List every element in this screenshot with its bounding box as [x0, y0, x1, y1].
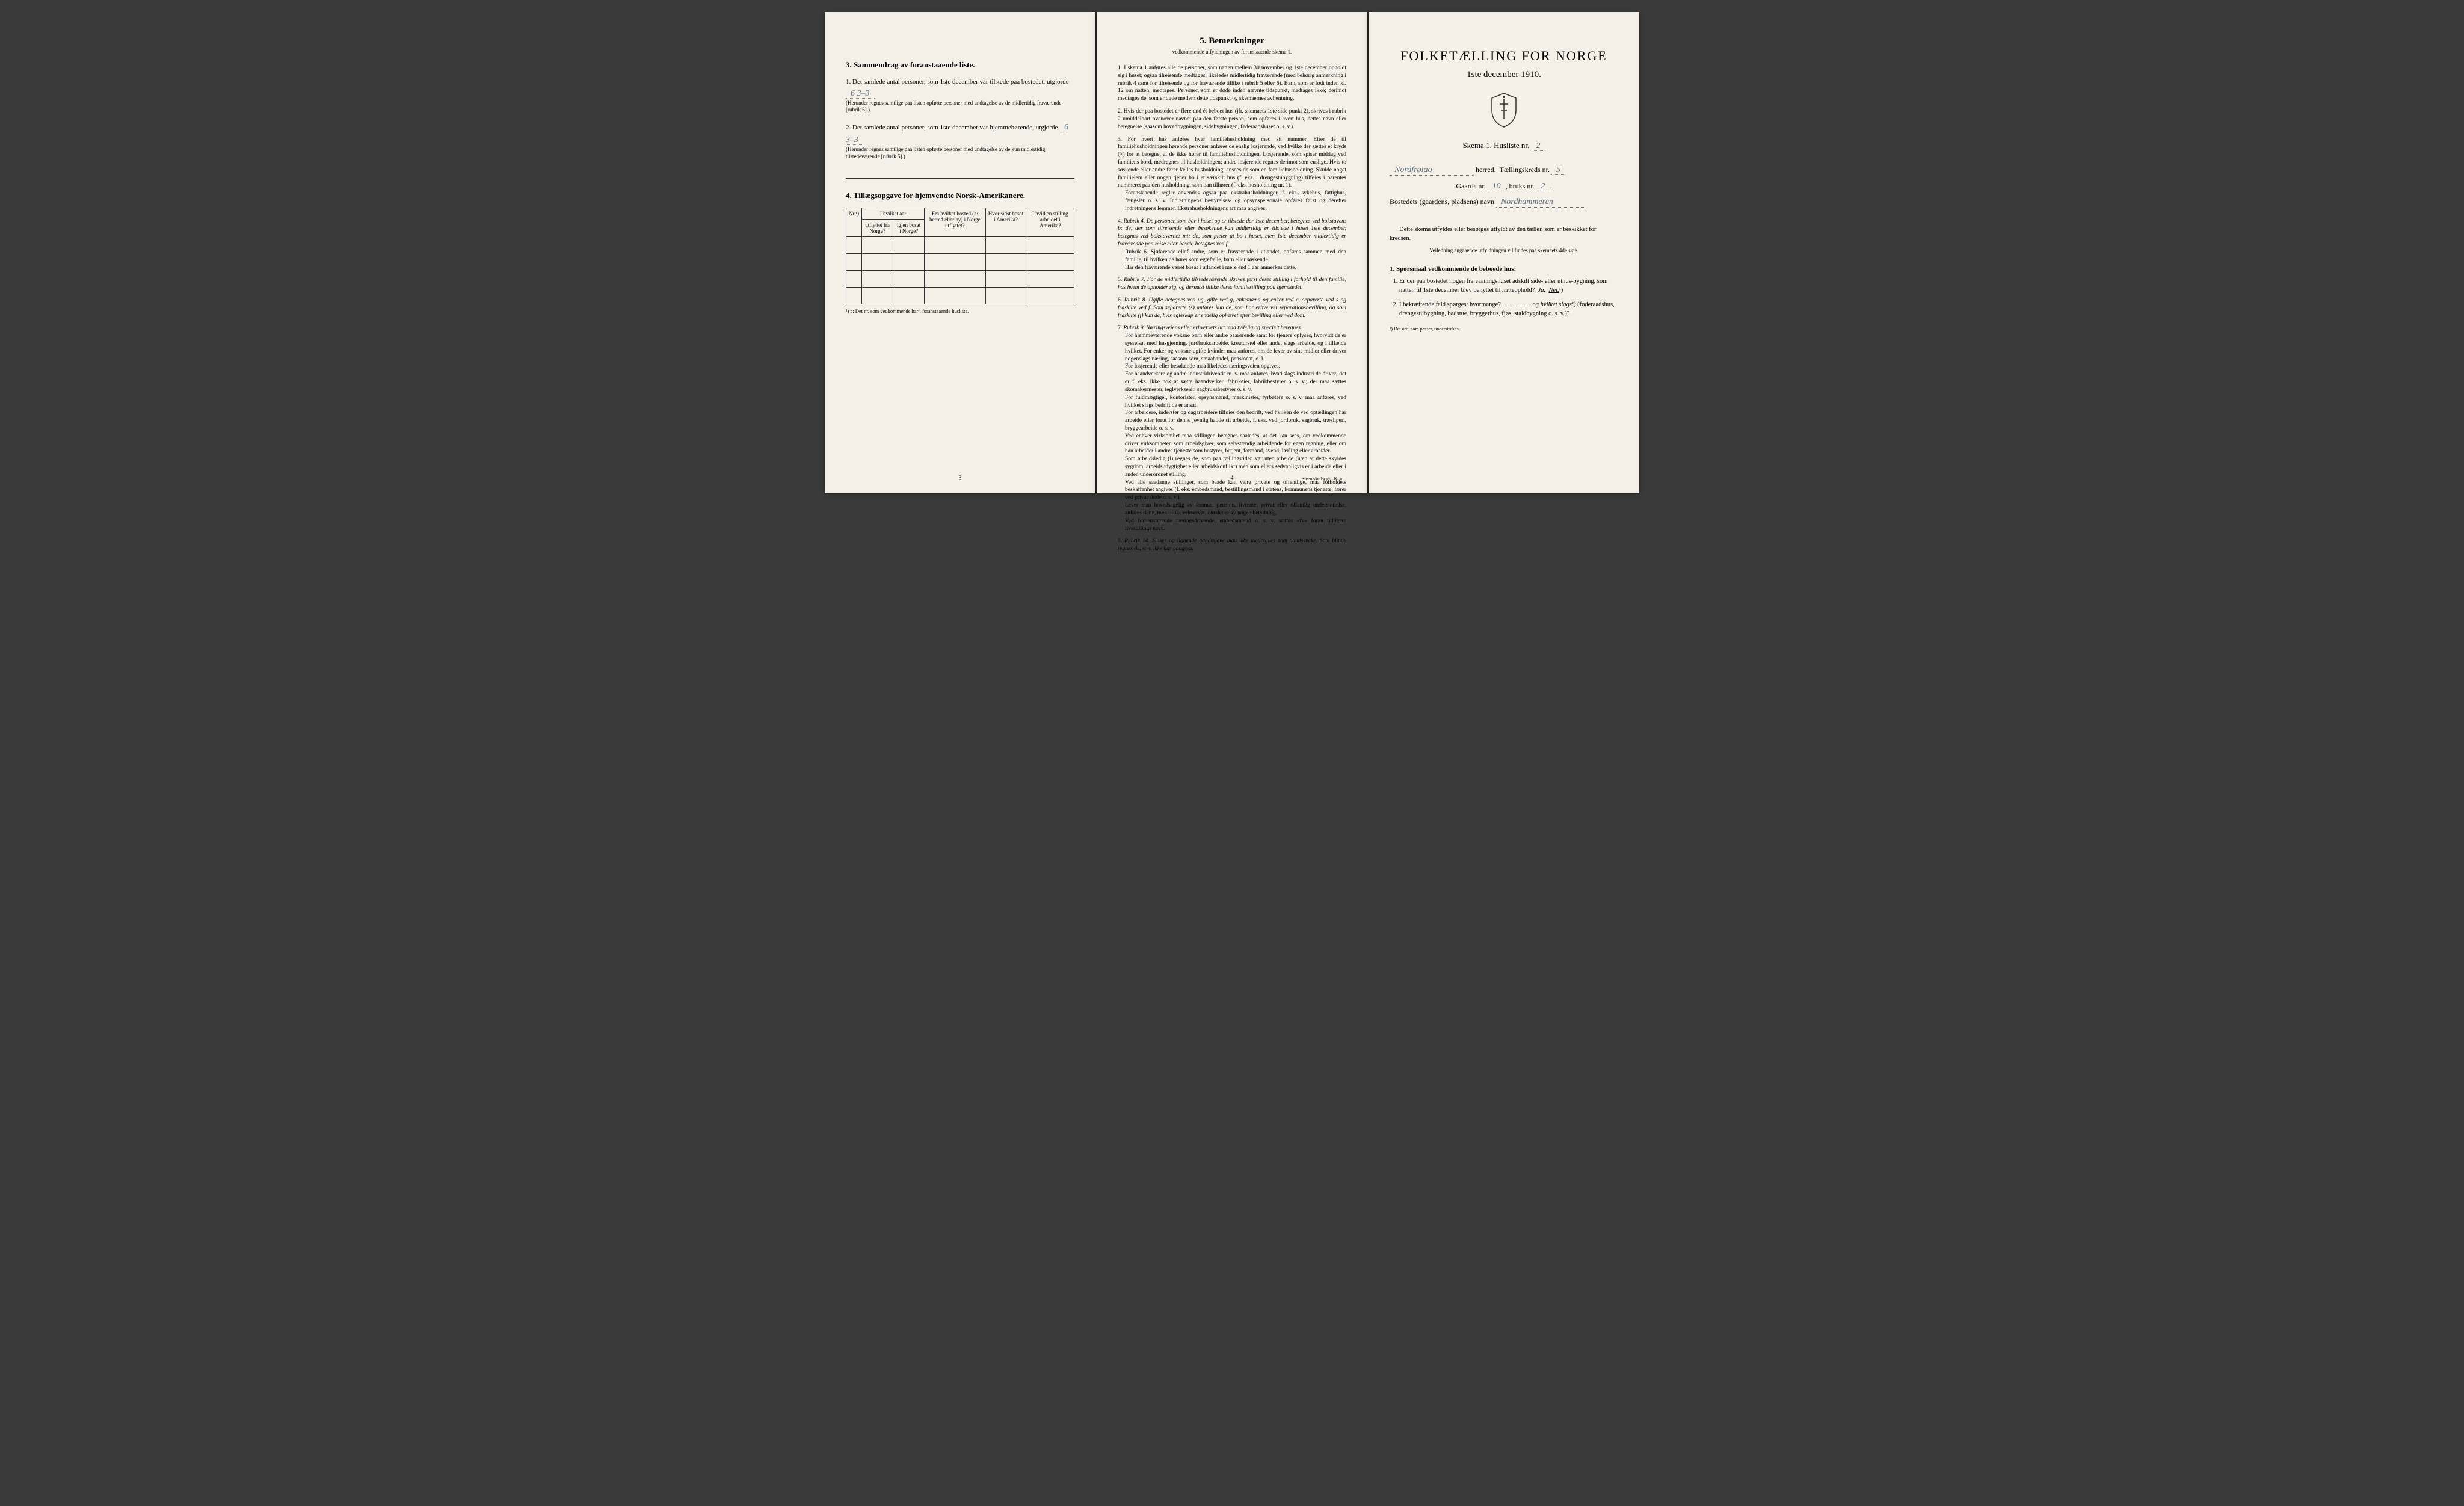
- question-heading: 1. Spørsmaal vedkommende de beboede hus:: [1390, 265, 1618, 273]
- remark-7: 7. Rubrik 9. Næringsveiens eller erhverv…: [1118, 324, 1346, 532]
- page-3: 3. Sammendrag av foranstaaende liste. 1.…: [825, 12, 1095, 493]
- th-bosted: Fra hvilket bosted (ɔ: herred eller by) …: [925, 208, 985, 237]
- th-stilling: I hvilken stilling arbeidet i Amerika?: [1026, 208, 1074, 237]
- th-nr: Nr.¹): [846, 208, 862, 237]
- r7-f: Ved enhver virksomhet maa stillingen bet…: [1118, 433, 1346, 455]
- remark-3-extra: Foranstaaende regler anvendes ogsaa paa …: [1118, 190, 1346, 212]
- item2-text: 2. Det samlede antal personer, som 1ste …: [846, 124, 1058, 131]
- page-number: 4: [1231, 475, 1234, 481]
- remark-1: 1. I skema 1 anføres alle de personer, s…: [1118, 64, 1346, 103]
- gaards-line: Gaards nr. 10, bruks nr. 2.: [1390, 182, 1618, 191]
- kreds-value: 5: [1551, 165, 1565, 175]
- main-title: FOLKETÆLLING FOR NORGE: [1390, 48, 1618, 64]
- r7-c: For haandverkere og andre industridriven…: [1118, 371, 1346, 393]
- remark-4a: Rubrik 6. Sjøfarende ellef andre, som er…: [1118, 248, 1346, 264]
- th-aar: I hvilket aar: [861, 208, 924, 220]
- instr-2: Veiledning angaaende utfyldningen vil fi…: [1390, 247, 1618, 255]
- r7-d: For fuldmægtiger, kontorister, opsynsmæn…: [1118, 394, 1346, 410]
- question-1: Er der paa bostedet nogen fra vaaningshu…: [1399, 277, 1618, 295]
- page1-footnote: ¹) Det ord, som passer, understrekes.: [1390, 326, 1618, 332]
- table-row: [846, 288, 1074, 304]
- table-row: [846, 271, 1074, 288]
- summary-item-1: 1. Det samlede antal personer, som 1ste …: [846, 77, 1074, 114]
- remark-6: 6. Rubrik 8. Ugifte betegnes ved ug, gif…: [1118, 297, 1346, 319]
- r7-i: Lever man hovedsagelig av formue, pensio…: [1118, 502, 1346, 517]
- page-1-title: FOLKETÆLLING FOR NORGE 1ste december 191…: [1369, 12, 1639, 493]
- remark-4b: Har den fraværende været bosat i utlande…: [1118, 264, 1346, 272]
- r7-e: For arbeidere, inderster og dagarbeidere…: [1118, 409, 1346, 432]
- th-sidst: Hvor sidst bosat i Amerika?: [985, 208, 1026, 237]
- th-igjen: igjen bosat i Norge?: [893, 220, 925, 237]
- census-date: 1ste december 1910.: [1390, 70, 1618, 80]
- page-number: 3: [959, 475, 962, 481]
- item1-text: 1. Det samlede antal personer, som 1ste …: [846, 78, 1069, 85]
- bosted-value: Nordhammeren: [1496, 197, 1586, 208]
- summary-item-2: 2. Det samlede antal personer, som 1ste …: [846, 121, 1074, 160]
- separator: [846, 178, 1074, 179]
- amerika-table: Nr.¹) I hvilket aar Fra hvilket bosted (…: [846, 208, 1074, 304]
- skema-line: Skema 1. Husliste nr. 2: [1390, 141, 1618, 151]
- remark-2: 2. Hvis der paa bostedet er flere end ét…: [1118, 108, 1346, 131]
- question-list: Er der paa bostedet nogen fra vaaningshu…: [1390, 277, 1618, 319]
- herred-line: Nordfrøiao herred. Tællingskreds nr. 5: [1390, 165, 1618, 176]
- bruks-value: 2: [1536, 182, 1550, 191]
- r7-a: For hjemmeværende voksne børn eller andr…: [1118, 332, 1346, 363]
- section-3-heading: 3. Sammendrag av foranstaaende liste.: [846, 60, 1074, 70]
- gaards-value: 10: [1488, 182, 1506, 191]
- question-2: I bekræftende fald spørges: hvormange? o…: [1399, 301, 1618, 318]
- item1-value: 6 3–3: [846, 89, 875, 99]
- page-4: 5. Bemerkninger vedkommende utfyldningen…: [1097, 12, 1367, 493]
- remark-5: 5. Rubrik 7. For de midlertidig tilstede…: [1118, 276, 1346, 292]
- q1-answer-nei: Nei.: [1548, 287, 1559, 294]
- table-footnote: ¹) ɔ: Det nr. som vedkommende har i fora…: [846, 308, 1074, 314]
- item1-note: (Herunder regnes samtlige paa listen opf…: [846, 100, 1074, 114]
- section-5-subtitle: vedkommende utfyldningen av foranstaaend…: [1118, 49, 1346, 55]
- census-document: 3. Sammendrag av foranstaaende liste. 1.…: [825, 12, 1639, 493]
- herred-value: Nordfrøiao: [1390, 165, 1474, 176]
- r7-b: For losjerende eller besøkende maa likel…: [1118, 363, 1346, 371]
- r7-j: Ved forhenværende næringsdrivende, embed…: [1118, 517, 1346, 533]
- table-row: [846, 237, 1074, 254]
- coat-of-arms-icon: [1390, 92, 1618, 131]
- r7-h: Ved alle saadanne stillinger, som baade …: [1118, 479, 1346, 502]
- instructions: Dette skema utfyldes eller besørges utfy…: [1390, 226, 1618, 255]
- remark-4: 4. Rubrik 4. De personer, som bor i huse…: [1118, 218, 1346, 272]
- item2-note: (Herunder regnes samtlige paa listen opf…: [846, 146, 1074, 160]
- th-utflyttet: utflyttet fra Norge?: [861, 220, 893, 237]
- section-4-heading: 4. Tillægsopgave for hjemvendte Norsk-Am…: [846, 191, 1074, 200]
- instr-1: Dette skema utfyldes eller besørges utfy…: [1390, 226, 1618, 243]
- bosted-line: Bostedets (gaardens, pladsens) navn Nord…: [1390, 197, 1618, 208]
- remark-3: 3. For hvert hus anføres hver familiehus…: [1118, 136, 1346, 213]
- table-row: [846, 254, 1074, 271]
- section-5-heading: 5. Bemerkninger: [1118, 36, 1346, 46]
- remark-8: 8. Rubrik 14. Sinker og lignende aandssl…: [1118, 537, 1346, 553]
- printer-mark: Steen'ske Bogtr. Kr.a.: [1302, 476, 1343, 481]
- husliste-nr: 2: [1532, 141, 1545, 151]
